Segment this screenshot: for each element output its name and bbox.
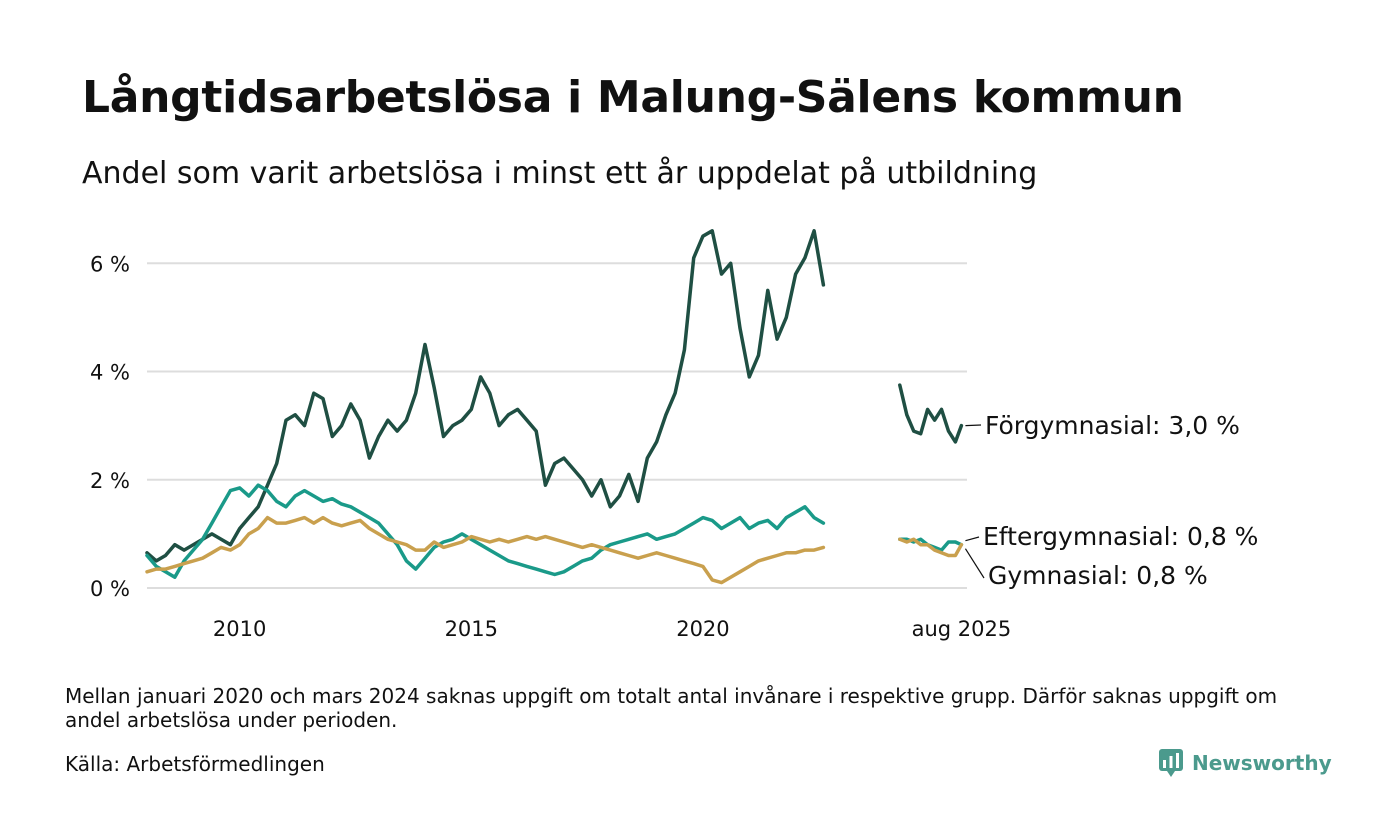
leader-line	[964, 548, 985, 579]
series-end-label: Eftergymnasial: 0,8 %	[983, 522, 1258, 551]
source-line: Källa: Arbetsförmedlingen	[65, 752, 325, 776]
series-line-gymnasial	[898, 537, 964, 558]
gridlines	[147, 262, 967, 589]
footnote: Mellan januari 2020 och mars 2024 saknas…	[65, 684, 1278, 732]
series-line-gymnasial	[145, 515, 826, 585]
brand-name: Newsworthy	[1192, 751, 1332, 775]
series-lines	[145, 229, 964, 585]
series-line-förgymnasial	[898, 383, 964, 444]
leader-line	[965, 424, 982, 427]
x-tick-label: 2010	[213, 617, 266, 641]
chart-subtitle: Andel som varit arbetslösa i minst ett å…	[82, 156, 1038, 191]
y-tick-label: 2 %	[90, 469, 130, 493]
x-tick-label: 2015	[445, 617, 498, 641]
x-axis-ticks: 2010 2015 2020 aug 2025	[213, 617, 1011, 641]
y-tick-label: 6 %	[90, 252, 130, 276]
newsworthy-logo-icon	[1159, 749, 1183, 777]
chart-title: Långtidsarbetslösa i Malung-Sälens kommu…	[82, 72, 1184, 123]
leader-line	[965, 536, 980, 542]
line-chart: 0 % 2 % 4 % 6 % 2010 2015 2020 aug 2025 Förgym…	[90, 229, 1258, 641]
end-labels: Förgymnasial: 3,0 % Eftergymnasial: 0,8 %…	[964, 411, 1258, 590]
x-tick-label: 2020	[676, 617, 729, 641]
brand-logo: Newsworthy	[1158, 748, 1332, 778]
y-tick-label: 0 %	[90, 577, 130, 601]
x-tick-label: aug 2025	[912, 617, 1012, 641]
series-end-label: Gymnasial: 0,8 %	[988, 561, 1208, 590]
y-tick-label: 4 %	[90, 361, 130, 385]
series-line-eftergymnasial	[145, 483, 826, 579]
series-end-label: Förgymnasial: 3,0 %	[985, 411, 1240, 440]
series-line-förgymnasial	[145, 229, 826, 563]
y-axis-ticks: 0 % 2 % 4 % 6 %	[90, 252, 130, 601]
